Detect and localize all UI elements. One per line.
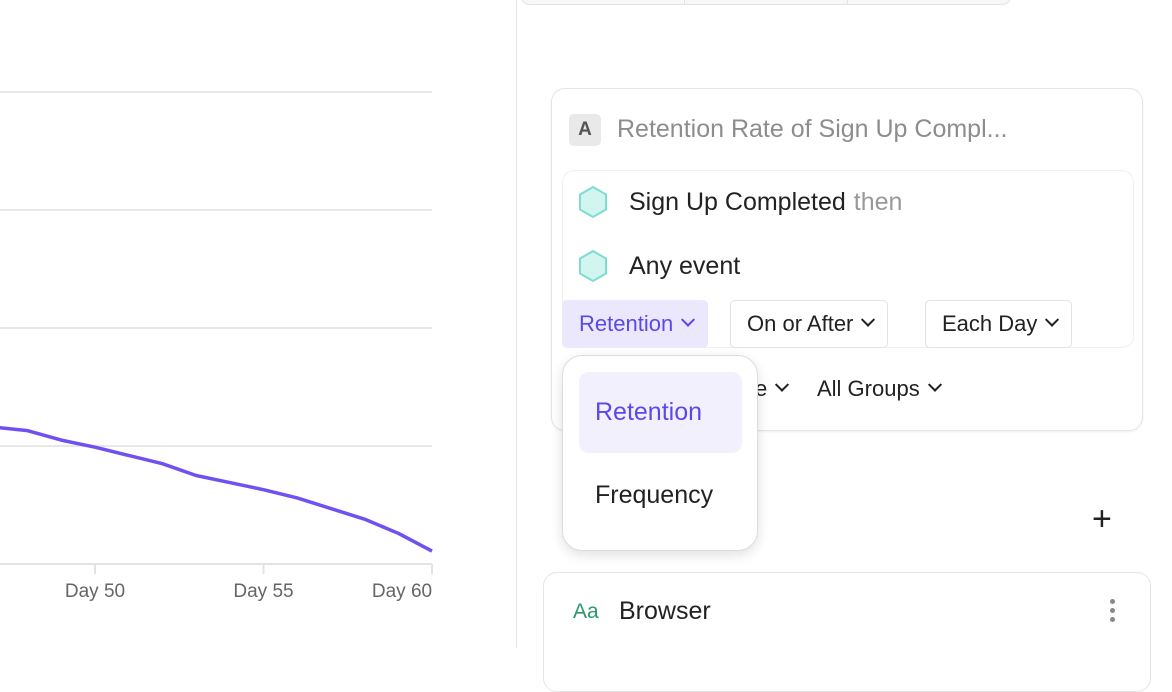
panel-divider xyxy=(516,0,517,648)
event-name: Sign Up Completed xyxy=(629,187,846,216)
chevron-down-icon xyxy=(681,312,696,327)
retention-series-line xyxy=(0,426,433,553)
analysis-type-menu: Retention Frequency xyxy=(562,355,758,551)
query-letter-badge: A xyxy=(569,114,601,146)
dropdown-label: All Groups xyxy=(817,376,920,401)
query-card: A Retention Rate of Sign Up Compl... Sig… xyxy=(551,88,1143,431)
event-step-2[interactable]: Any event xyxy=(577,249,740,283)
top-segmented-control[interactable] xyxy=(520,0,1012,5)
interval-dropdown[interactable]: Each Day xyxy=(925,300,1073,348)
menu-item-frequency[interactable]: Frequency xyxy=(595,481,714,509)
event-steps: Sign Up Completed then Any event xyxy=(562,170,1134,348)
dropdown-label: Retention xyxy=(579,311,674,336)
analysis-type-dropdown[interactable]: Retention xyxy=(562,300,709,348)
measure-dropdown[interactable]: e xyxy=(755,376,790,402)
x-tick-label: Day 60 xyxy=(372,581,432,602)
hexagon-icon xyxy=(579,249,607,283)
then-label: then xyxy=(853,187,903,216)
event-step-1[interactable]: Sign Up Completed then xyxy=(577,185,902,219)
property-name: Browser xyxy=(619,597,711,625)
string-type-icon: Aa xyxy=(573,600,599,623)
chevron-down-icon xyxy=(775,377,790,392)
retention-criteria-dropdown[interactable]: On or After xyxy=(730,300,889,348)
chevron-down-icon xyxy=(861,312,876,327)
query-title[interactable]: Retention Rate of Sign Up Compl... xyxy=(617,115,1008,143)
chevron-down-icon xyxy=(927,377,942,392)
dropdown-label: e xyxy=(755,376,768,401)
hexagon-icon xyxy=(579,185,607,219)
dropdown-label: Each Day xyxy=(942,311,1038,336)
retention-line-chart: Day 50 Day 55 Day 60 xyxy=(0,91,433,602)
more-options-icon[interactable] xyxy=(1110,599,1116,626)
event-name: Any event xyxy=(629,251,741,280)
x-tick-label: Day 50 xyxy=(65,581,125,602)
menu-item-retention[interactable]: Retention xyxy=(579,372,742,453)
x-tick-label: Day 55 xyxy=(233,581,293,602)
property-card[interactable]: Aa Browser xyxy=(543,572,1151,692)
add-property-button[interactable]: + xyxy=(1092,500,1112,538)
dropdown-label: On or After xyxy=(747,311,854,336)
groups-dropdown[interactable]: All Groups xyxy=(817,376,942,402)
chevron-down-icon xyxy=(1045,312,1060,327)
